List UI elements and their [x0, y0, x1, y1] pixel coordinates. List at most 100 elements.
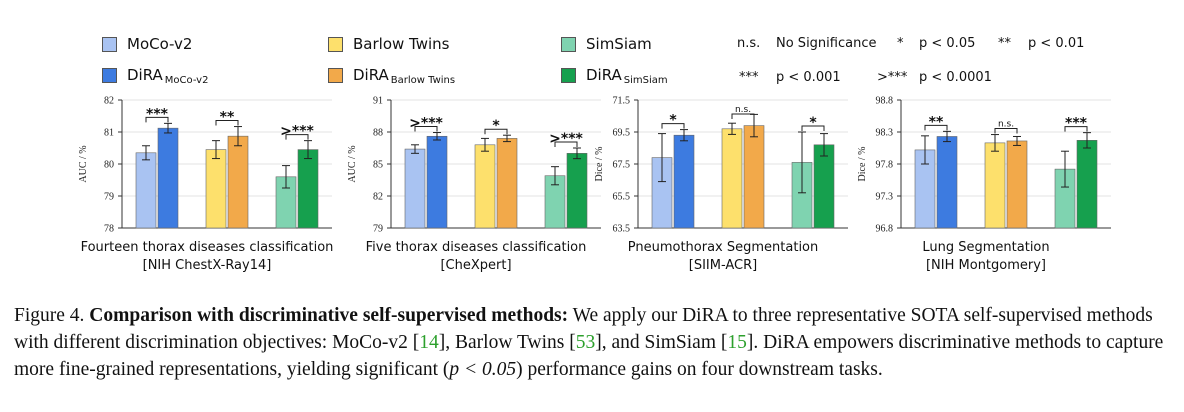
- citation-link[interactable]: 15: [727, 332, 747, 353]
- significance-bracket: [994, 128, 1018, 134]
- citation-link[interactable]: 14: [419, 332, 439, 353]
- chart-caption: Five thorax diseases classification: [365, 240, 587, 255]
- chart-subcaption: [SIIM-ACR]: [688, 258, 758, 273]
- legend-item-dira-moco: DiRA MoCo-v2: [102, 66, 209, 86]
- legend-swatch: [102, 36, 117, 52]
- y-tick-label: 82: [104, 96, 114, 107]
- significance-bracket: [924, 124, 948, 131]
- sig-meaning: p < 0.001: [776, 70, 841, 85]
- chart-caption: Fourteen thorax diseases classification: [80, 240, 334, 255]
- significance-bracket: [554, 141, 578, 147]
- legend-item-barlow: Barlow Twins: [328, 35, 449, 53]
- y-axis-label: AUC / %: [347, 145, 358, 182]
- bar: [426, 135, 448, 229]
- legend-label: DiRA: [586, 66, 622, 84]
- bar: [404, 148, 426, 229]
- y-tick-label: 97.8: [876, 160, 894, 171]
- chart-chestxray14: 78 79 80 81 82 AUC / % *** ** >*** Fourteen thor…: [72, 92, 342, 292]
- bar: [297, 149, 319, 229]
- charts-row: 78 79 80 81 82 AUC / % *** ** >*** Fourteen thor…: [0, 92, 1184, 292]
- figure-label: Figure 4.: [14, 305, 85, 326]
- y-tick-label: 65.5: [613, 192, 631, 203]
- y-axis-label: Dice / %: [857, 147, 868, 182]
- significance-bracket: [661, 123, 685, 129]
- y-tick-label: 63.5: [613, 224, 631, 235]
- bar: [936, 136, 958, 229]
- chart-caption: Pneumothorax Segmentation: [627, 240, 819, 255]
- sig-symbol: *: [897, 36, 904, 51]
- legend-sublabel: Barlow Twins: [390, 74, 456, 86]
- legend-swatch: [102, 67, 117, 83]
- significance-label: n.s.: [735, 105, 751, 115]
- y-tick-label: 71.5: [613, 96, 631, 107]
- significance-label: >***: [549, 131, 583, 147]
- significance-bracket: [801, 125, 825, 131]
- caption-text: We apply our DiRA to three representativ…: [14, 305, 1153, 353]
- caption-text: ], and SimSiam [: [595, 332, 728, 353]
- significance-bracket: [285, 134, 309, 140]
- caption-math: p < 0.05: [449, 359, 517, 380]
- y-tick-label: 96.8: [876, 224, 894, 235]
- bar: [496, 138, 518, 229]
- sig-meaning: No Significance: [776, 36, 877, 51]
- legend-label: DiRA: [353, 66, 389, 84]
- significance-bracket: [215, 120, 239, 126]
- bar: [474, 144, 496, 229]
- legend: MoCo-v2 Barlow Twins SimSiam DiRA MoCo-v…: [0, 0, 1184, 95]
- y-tick-label: 97.3: [876, 192, 894, 203]
- y-tick-label: 91: [373, 96, 383, 107]
- y-tick-label: 88: [373, 128, 383, 139]
- legend-swatch: [328, 67, 343, 83]
- chart-subcaption: [NIH Montgomery]: [925, 258, 1047, 273]
- y-tick-label: 81: [104, 128, 114, 139]
- significance-label: >***: [409, 116, 443, 132]
- y-tick-label: 98.8: [876, 96, 894, 107]
- figure-caption: Figure 4. Comparison with discriminative…: [14, 302, 1174, 383]
- sig-symbol: ***: [739, 70, 759, 85]
- legend-item-dira-barlow: DiRA Barlow Twins: [328, 66, 456, 86]
- legend-item-moco: MoCo-v2: [102, 35, 192, 53]
- y-tick-label: 85: [373, 160, 383, 171]
- sig-meaning: p < 0.01: [1028, 36, 1085, 51]
- significance-label: *: [492, 118, 500, 134]
- significance-label: **: [220, 110, 235, 126]
- y-tick-label: 79: [373, 224, 383, 235]
- caption-text: ) performance gains on four downstream t…: [516, 359, 883, 380]
- y-tick-label: 69.5: [613, 128, 631, 139]
- bar: [566, 153, 588, 229]
- y-tick-label: 80: [104, 160, 114, 171]
- bar: [1076, 140, 1098, 229]
- chart-siim-acr: 63.5 65.5 67.5 69.5 71.5 Dice / % * n.s. * Pneum…: [588, 92, 858, 292]
- bar: [721, 128, 743, 229]
- legend-swatch: [561, 36, 576, 52]
- bar: [743, 125, 765, 229]
- y-axis-label: Dice / %: [594, 147, 605, 182]
- significance-label: **: [929, 114, 944, 130]
- chart-montgomery: 96.8 97.3 97.8 98.3 98.8 Dice / % ** n.s. *** Lu…: [851, 92, 1121, 292]
- sig-meaning: p < 0.05: [919, 36, 976, 51]
- legend-item-simsiam: SimSiam: [561, 35, 652, 53]
- bar: [813, 144, 835, 229]
- sig-symbol: n.s.: [737, 36, 761, 51]
- chart-svg: 79 82 85 88 91 AUC / % >*** * >***: [347, 96, 601, 235]
- bar: [673, 134, 695, 229]
- significance-bracket: [731, 113, 755, 119]
- legend-sublabel: SimSiam: [623, 74, 668, 86]
- chart-svg: 96.8 97.3 97.8 98.3 98.8 Dice / % ** n.s. ***: [857, 96, 1111, 235]
- bar: [205, 149, 227, 229]
- legend-label: Barlow Twins: [353, 35, 450, 53]
- caption-text: ]. DiRA empowers discriminative methods …: [14, 332, 1164, 380]
- legend-label: DiRA: [127, 66, 163, 84]
- chart-svg: 63.5 65.5 67.5 69.5 71.5 Dice / % * n.s. *: [594, 96, 848, 235]
- caption-text: ], Barlow Twins [: [438, 332, 576, 353]
- caption-title: Comparison with discriminative self-supe…: [89, 305, 569, 326]
- citation-link[interactable]: 53: [575, 332, 596, 353]
- y-axis-label: AUC / %: [78, 145, 89, 182]
- legend-label: SimSiam: [586, 35, 652, 53]
- y-tick-label: 78: [104, 224, 114, 235]
- legend-sublabel: MoCo-v2: [164, 74, 209, 86]
- significance-bracket: [145, 116, 169, 123]
- legend-swatch: [328, 36, 343, 52]
- significance-bracket: [484, 128, 508, 135]
